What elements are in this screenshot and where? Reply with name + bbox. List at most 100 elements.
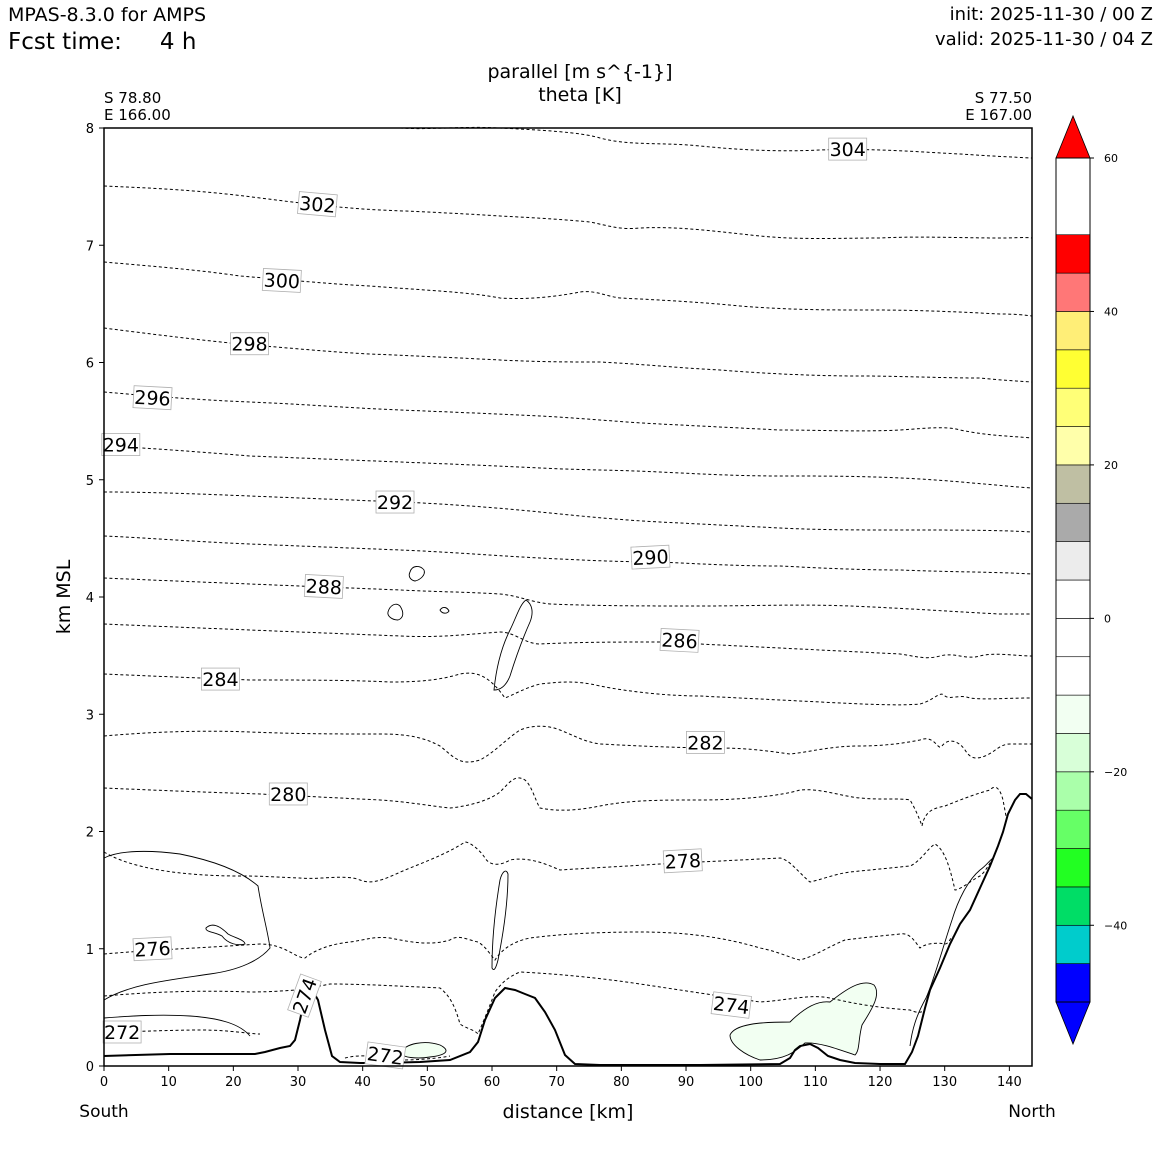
wind-contour — [103, 850, 271, 1001]
theta-label-box — [132, 385, 173, 411]
colorbar-segment — [1055, 809, 1091, 849]
theta-label-text: 286 — [661, 629, 698, 653]
theta-label-box — [686, 730, 725, 754]
x-tick-label: 120 — [868, 1075, 893, 1090]
colorbar-segment — [1055, 963, 1091, 1003]
colorbar: 60 40 20 0 −20 −40 — [1055, 114, 1127, 1046]
y-tick-label: 6 — [86, 357, 94, 372]
theta-label-284: 284 — [201, 667, 240, 691]
theta-label-box — [132, 936, 173, 962]
end-lon: E 167.00 — [965, 106, 1032, 124]
colorbar-under-arrow — [1055, 1001, 1091, 1046]
theta-contour-292 — [103, 491, 1033, 533]
north-label: North — [1008, 1102, 1056, 1122]
theta-label-text: 294 — [103, 435, 139, 457]
colorbar-segment — [1055, 618, 1091, 658]
theta-contour-274 — [103, 971, 926, 1035]
theta-label-box — [630, 544, 671, 570]
theta-label-box — [375, 490, 415, 514]
theta-contour-286 — [103, 623, 1033, 659]
theta-label-282: 282 — [686, 730, 725, 754]
wind-contours — [103, 566, 994, 1047]
theta-label-304: 304 — [828, 137, 868, 161]
x-axis-label: distance [km] — [503, 1101, 634, 1123]
theta-label-278: 278 — [662, 848, 703, 874]
colorbar-segment — [1055, 311, 1091, 351]
theta-label-276: 276 — [132, 936, 173, 962]
south-label: South — [79, 1102, 128, 1122]
theta-label-text: 300 — [263, 269, 300, 293]
theta-label-text: 272 — [104, 1022, 140, 1044]
end-lat: S 77.50 — [975, 89, 1032, 107]
colorbar-segment — [1055, 541, 1091, 581]
x-tick-label: 20 — [225, 1075, 242, 1090]
colorbar-tick-label: 20 — [1104, 459, 1118, 472]
theta-label-box — [268, 782, 308, 806]
colorbar-tick-label: −20 — [1104, 766, 1127, 779]
colorbar-segment — [1055, 924, 1091, 964]
wind-contour — [387, 603, 404, 621]
wind-contour — [493, 599, 533, 691]
colorbar-segment — [1055, 387, 1091, 427]
theta-label-box — [287, 973, 322, 1018]
theta-label-text: 290 — [632, 546, 669, 570]
x-tick-label: 10 — [160, 1075, 177, 1090]
theta-contour-296 — [103, 391, 1033, 439]
theta-label-box — [659, 627, 700, 653]
y-tick-label: 3 — [86, 708, 94, 723]
theta-label-text: 288 — [305, 576, 342, 600]
theta-contour-280 — [103, 777, 1007, 828]
theta-label-text: 274 — [289, 975, 322, 1017]
colorbar-segment — [1055, 272, 1091, 312]
colorbar-tick-label: −40 — [1104, 919, 1127, 932]
colorbar-tick-label: 60 — [1104, 152, 1118, 165]
theta-label-box — [261, 268, 302, 293]
theta-label-302: 302 — [297, 191, 338, 218]
theta-label-text: 274 — [712, 993, 751, 1019]
start-lon: E 166.00 — [104, 106, 171, 124]
theta-label-text: 292 — [377, 492, 413, 514]
y-tick-label: 1 — [86, 943, 94, 958]
theta-label-300: 300 — [261, 268, 302, 293]
colorbar-segment — [1055, 502, 1091, 542]
x-tick-label: 50 — [419, 1075, 436, 1090]
x-tick-label: 110 — [803, 1075, 828, 1090]
theta-label-box — [303, 574, 344, 599]
colorbar-frame — [1055, 157, 1091, 1003]
theta-label-box — [297, 191, 338, 218]
wind-contour — [205, 924, 246, 946]
theta-label-272: 272 — [102, 1020, 142, 1044]
colorbar-segment — [1055, 579, 1091, 619]
theta-label-box — [102, 1020, 142, 1044]
wind-contour — [408, 566, 425, 582]
theta-contour-298 — [103, 327, 1033, 383]
x-tick-label: 70 — [548, 1075, 565, 1090]
colorbar-segment — [1055, 464, 1091, 504]
theta-contour-282 — [103, 725, 1032, 763]
y-tick-label: 7 — [86, 239, 94, 254]
wind-contour — [909, 857, 994, 1047]
theta-contour-276 — [103, 931, 953, 961]
y-axis-ticks: 0 1 2 3 4 5 6 7 8 — [86, 122, 104, 1075]
theta-label-text: 296 — [134, 387, 171, 411]
colorbar-segment — [1055, 733, 1091, 773]
theta-label-box — [101, 433, 141, 456]
theta-label-text: 304 — [830, 139, 866, 161]
theta-label-292: 292 — [375, 490, 415, 514]
theta-contour-302 — [103, 185, 1033, 239]
theta-label-box — [828, 137, 868, 161]
fcst-value: 4 h — [159, 29, 197, 55]
y-tick-label: 4 — [86, 591, 94, 606]
x-tick-label: 30 — [290, 1075, 307, 1090]
colorbar-segment — [1055, 426, 1091, 466]
theta-label-box — [230, 332, 269, 356]
y-tick-label: 8 — [86, 122, 94, 137]
colorbar-segment — [1055, 771, 1091, 811]
theta-label-text: 284 — [202, 669, 238, 691]
colorbar-tick-label: 40 — [1104, 305, 1118, 318]
y-tick-label: 2 — [86, 826, 94, 841]
colorbar-segment — [1055, 349, 1091, 389]
theta-label-294: 294 — [101, 433, 141, 457]
